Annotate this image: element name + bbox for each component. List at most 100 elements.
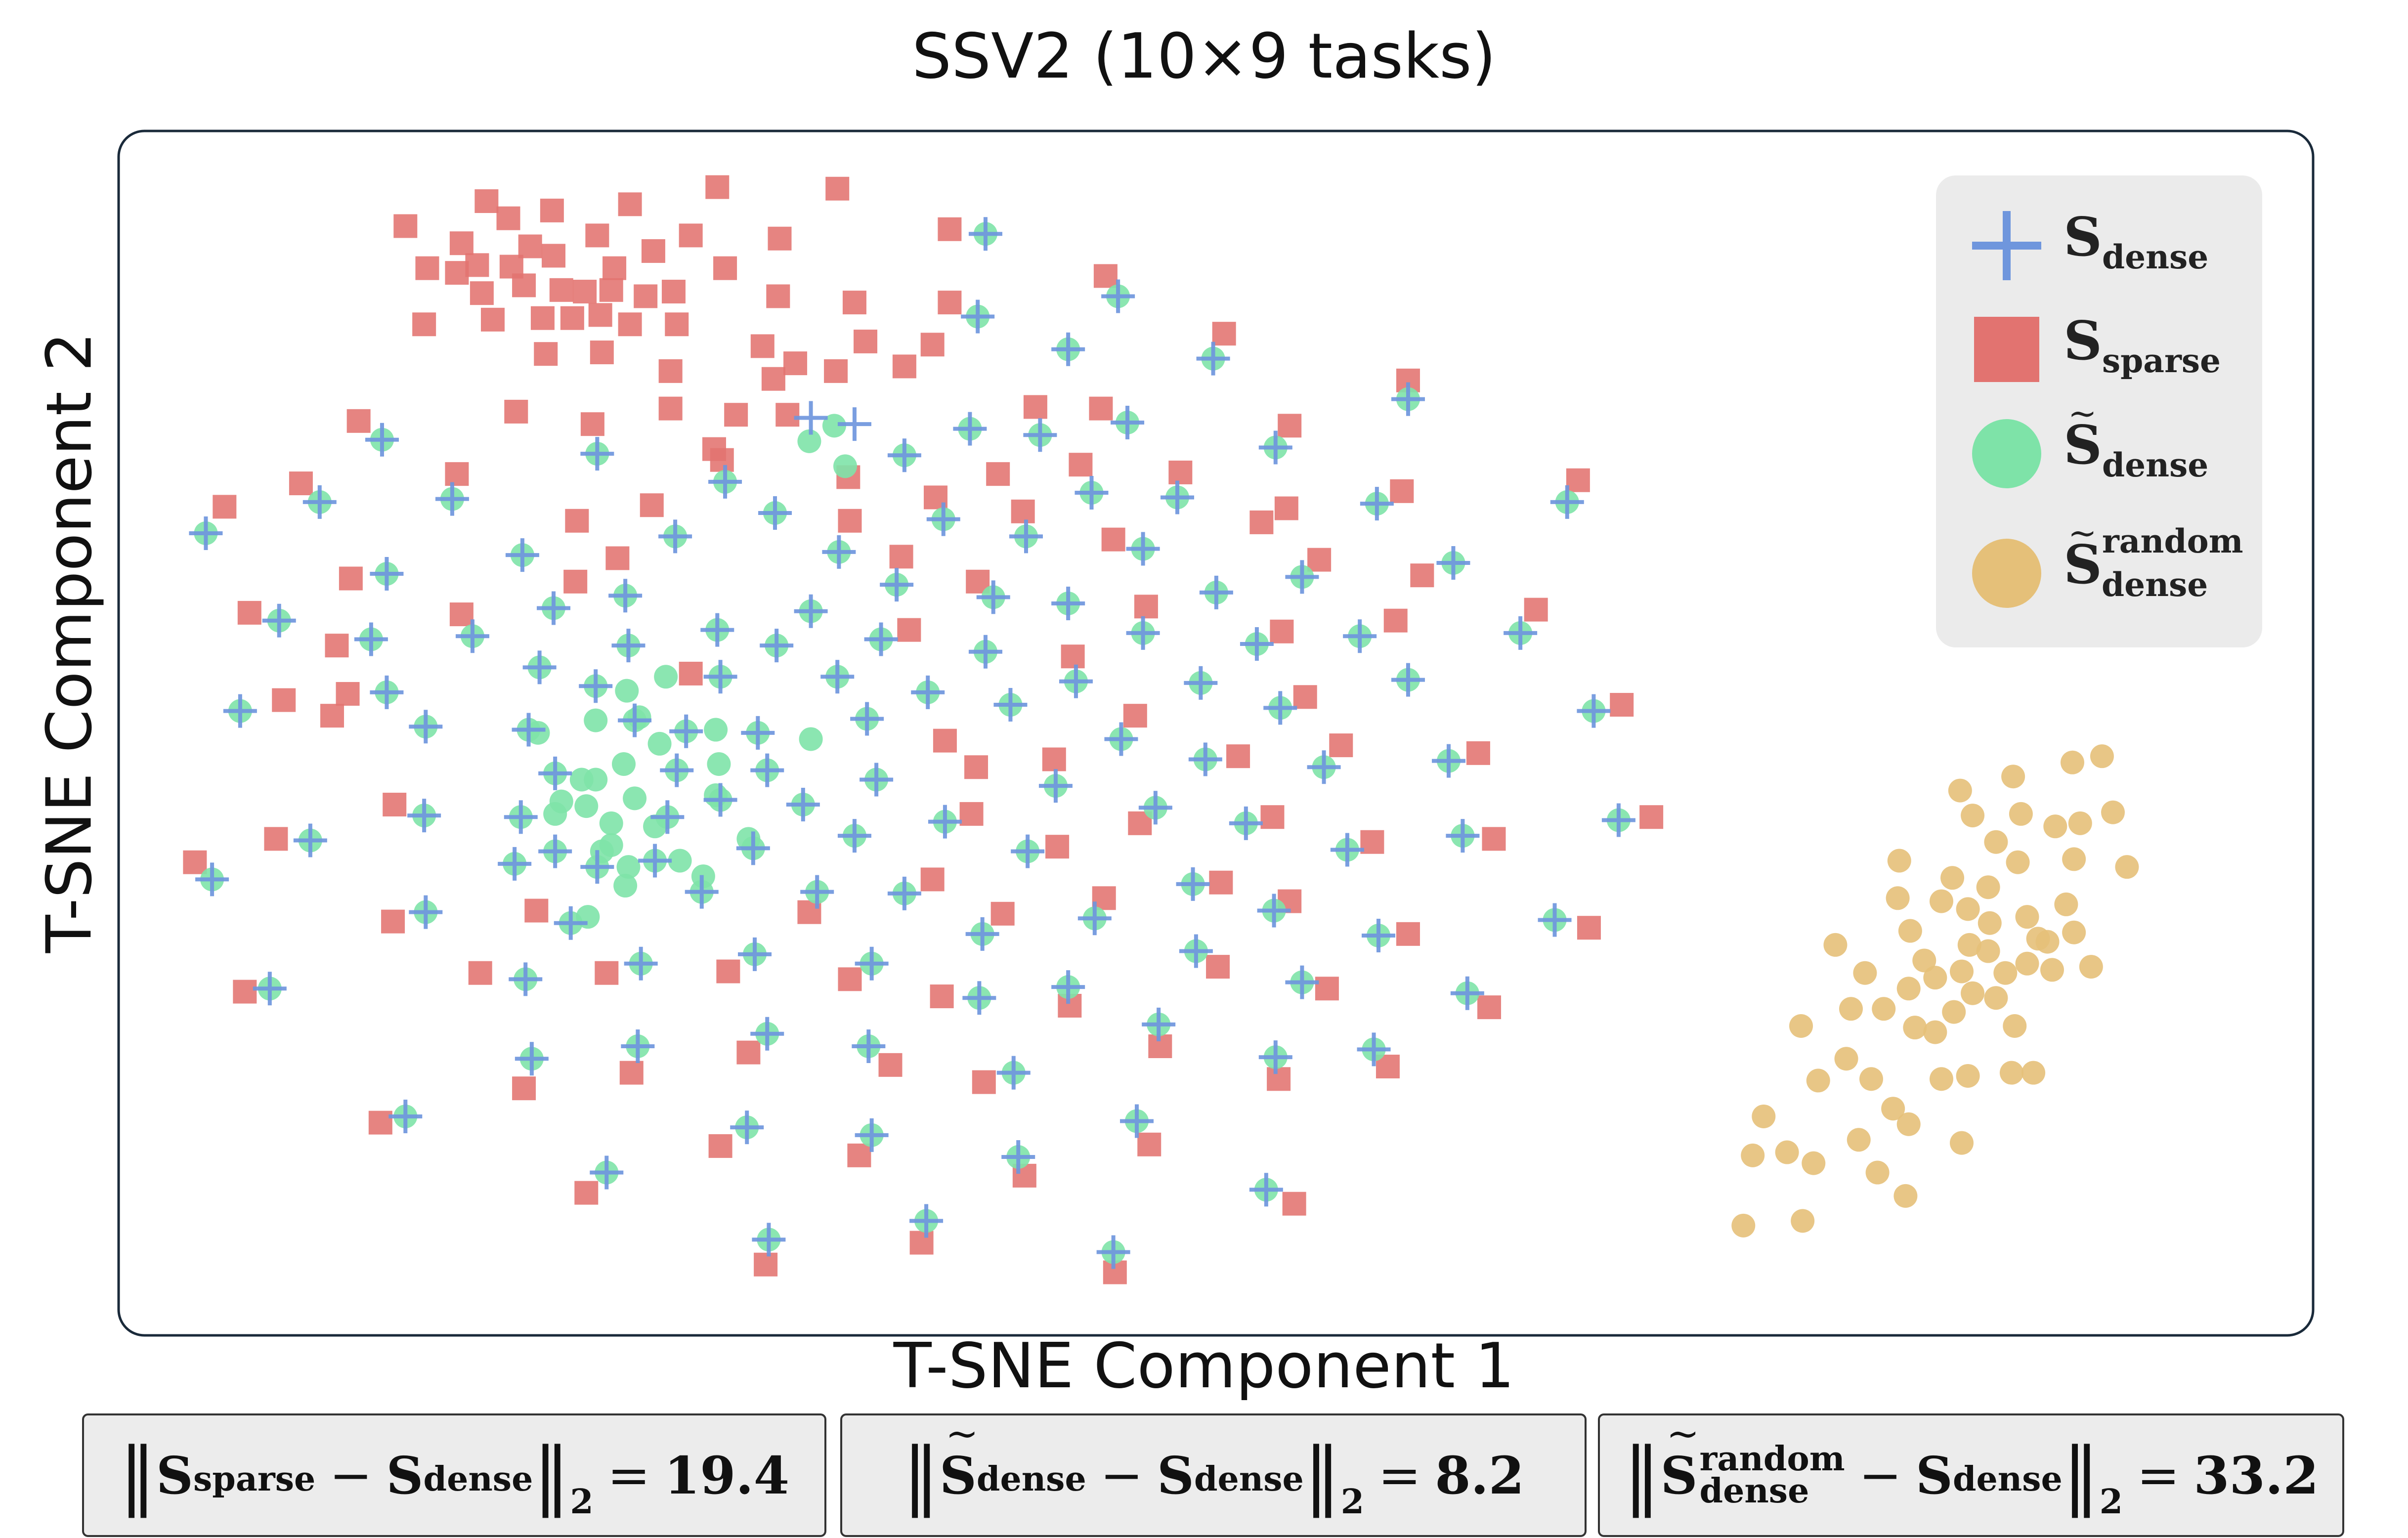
sparse-point-111 xyxy=(959,802,984,826)
dense-point-47 xyxy=(1059,664,1093,698)
sparse-point-119 xyxy=(990,901,1015,926)
dense-point-45 xyxy=(864,622,898,656)
random-point-53 xyxy=(2062,847,2086,871)
sparse-point-153 xyxy=(909,1231,934,1255)
dense-point-4 xyxy=(1196,342,1230,376)
dense-point-1 xyxy=(1101,279,1135,313)
dense-point-94 xyxy=(538,834,572,868)
dense-point-117 xyxy=(253,972,287,1006)
norm-subscript: 2 xyxy=(2099,1482,2123,1522)
dense-point-88 xyxy=(1229,806,1263,840)
x-axis-label: T-SNE Component 1 xyxy=(893,1329,1515,1402)
sparse-point-48 xyxy=(761,367,785,391)
random-point-10 xyxy=(1806,1068,1830,1093)
norm-term-a: S xyxy=(1660,1410,1699,1506)
sparse-point-30 xyxy=(530,306,555,330)
sparse-point-130 xyxy=(716,959,740,983)
random-point-33 xyxy=(1886,886,1910,910)
sparse-point-103 xyxy=(1329,733,1353,758)
random-point-37 xyxy=(1957,933,1981,957)
dense-tilde-point-157 xyxy=(616,855,641,879)
dense-point-124 xyxy=(1142,1007,1176,1041)
random-point-8 xyxy=(1893,1184,1918,1208)
random-point-65 xyxy=(2035,930,2060,954)
dense-point-98 xyxy=(736,831,770,865)
norm-subscript: 2 xyxy=(570,1482,594,1522)
sparse-point-125 xyxy=(381,909,405,934)
dense-point-108 xyxy=(554,906,588,940)
sparse-point-80 xyxy=(1307,548,1332,572)
random-point-21 xyxy=(1956,1064,1980,1088)
dense-point-70 xyxy=(538,756,572,790)
sparse-point-152 xyxy=(574,1181,599,1205)
dense-point-99 xyxy=(800,875,834,909)
dense-point-112 xyxy=(962,981,996,1015)
random-point-62 xyxy=(2001,765,2025,789)
dense-point-80 xyxy=(504,800,538,834)
sparse-point-28 xyxy=(602,256,627,280)
norm-bars-left: ‖ xyxy=(119,1432,156,1518)
sparse-point-6 xyxy=(496,206,520,230)
sparse-point-61 xyxy=(289,471,313,496)
sparse-point-26 xyxy=(470,281,494,305)
dense-point-93 xyxy=(498,847,532,881)
random-point-54 xyxy=(2115,855,2139,879)
sparse-point-54 xyxy=(1023,395,1047,419)
random-point-34 xyxy=(1898,919,1922,943)
dense-point-62 xyxy=(741,716,775,750)
sparse-point-67 xyxy=(986,462,1010,486)
random-point-59 xyxy=(2043,814,2067,839)
random-point-26 xyxy=(1896,977,1921,1001)
dense-point-29 xyxy=(822,535,856,569)
dense-point-20 xyxy=(1360,487,1394,521)
dense-point-12 xyxy=(758,496,792,530)
y-axis-label: T-SNE Component 2 xyxy=(33,332,106,953)
norm-term-b: S xyxy=(1157,1445,1194,1506)
random-point-60 xyxy=(2068,811,2092,835)
sparse-point-55 xyxy=(1089,396,1113,421)
dense-tilde-point-146 xyxy=(612,752,636,776)
sparse-point-68 xyxy=(1069,453,1093,477)
random-point-16 xyxy=(1839,997,1863,1021)
sparse-point-52 xyxy=(724,403,748,427)
norm-term-a: S xyxy=(156,1445,194,1506)
dense-point-40 xyxy=(455,619,489,653)
random-point-3 xyxy=(1775,1140,1799,1164)
dense-point-46 xyxy=(968,635,1002,669)
legend-background xyxy=(1936,175,2262,647)
dense-point-101 xyxy=(965,917,999,951)
dense-tilde-point-155 xyxy=(584,768,608,792)
sparse-point-15 xyxy=(465,253,489,277)
plot-frame xyxy=(117,129,2315,1337)
dense-point-17 xyxy=(1258,430,1292,465)
dense-point-51 xyxy=(1391,663,1425,697)
dense-point-34 xyxy=(1199,575,1233,609)
dense-point-77 xyxy=(1432,744,1465,778)
sparse-point-87 xyxy=(325,634,349,658)
sparse-point-110 xyxy=(1639,805,1664,829)
dense-point-82 xyxy=(703,783,737,817)
dense-point-134 xyxy=(752,1223,786,1257)
sparse-point-33 xyxy=(618,312,642,337)
random-point-63 xyxy=(2060,750,2084,774)
dense-point-100 xyxy=(887,876,921,910)
dense-tilde-point-158 xyxy=(668,849,692,873)
dense-point-23 xyxy=(658,519,692,554)
dense-point-7 xyxy=(580,437,614,471)
sparse-point-121 xyxy=(1209,870,1233,895)
dense-point-3 xyxy=(1051,332,1085,366)
dense-tilde-point-154 xyxy=(707,752,731,776)
sparse-point-72 xyxy=(565,509,589,533)
sparse-point-49 xyxy=(504,399,528,424)
sparse-point-10 xyxy=(641,239,665,263)
dense-point-24 xyxy=(608,579,643,613)
norm-bars-left: ‖ xyxy=(902,1432,940,1518)
dense-point-56 xyxy=(522,650,557,684)
sparse-point-145 xyxy=(619,1061,644,1085)
minus-sign: − xyxy=(1100,1445,1143,1505)
dense-tilde-point-166 xyxy=(599,833,623,857)
sparse-point-35 xyxy=(412,312,436,337)
dense-point-26 xyxy=(926,502,960,536)
